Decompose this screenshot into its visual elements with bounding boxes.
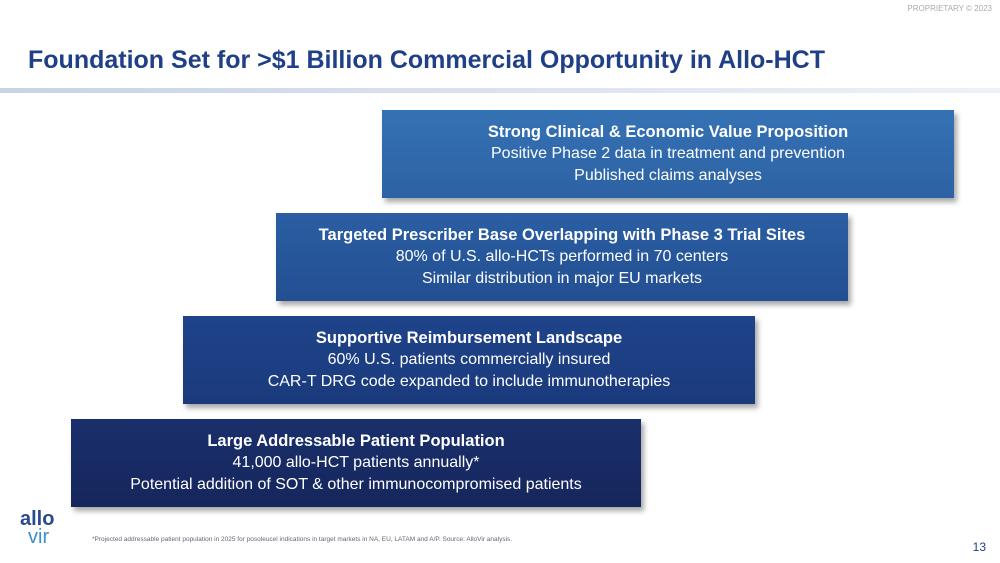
block-line: Published claims analyses xyxy=(574,167,762,184)
slide-title: Foundation Set for >$1 Billion Commercia… xyxy=(28,46,826,74)
block: Large Addressable Patient Population 41,… xyxy=(71,419,641,507)
logo-bottom: vir xyxy=(28,526,50,548)
logo: allo vir xyxy=(20,508,55,548)
block-line: 80% of U.S. allo-HCTs performed in 70 ce… xyxy=(395,248,729,265)
logo-top: allo xyxy=(20,508,55,530)
block-line: 60% U.S. patients commercially insured xyxy=(327,351,611,368)
block: Targeted Prescriber Base Overlapping wit… xyxy=(276,213,848,301)
block: Strong Clinical & Economic Value Proposi… xyxy=(382,110,954,198)
title-rule xyxy=(0,88,1000,93)
block: Supportive Reimbursement Landscape 60% U… xyxy=(183,316,755,404)
block-title: Strong Clinical & Economic Value Proposi… xyxy=(487,123,849,141)
page-number: 13 xyxy=(972,540,986,554)
block-line: 41,000 allo-HCT patients annually* xyxy=(232,454,480,471)
block-title: Targeted Prescriber Base Overlapping wit… xyxy=(318,226,806,244)
block-line: Potential addition of SOT & other immuno… xyxy=(130,476,582,493)
block-title: Supportive Reimbursement Landscape xyxy=(315,329,623,347)
footnote: *Projected addressable patient populatio… xyxy=(92,536,513,543)
block-line: Similar distribution in major EU markets xyxy=(421,270,703,287)
block-line: Positive Phase 2 data in treatment and p… xyxy=(491,145,845,162)
proprietary: PROPRIETARY © 2023 xyxy=(907,4,992,13)
block-title: Large Addressable Patient Population xyxy=(207,432,505,450)
block-line: CAR-T DRG code expanded to include immun… xyxy=(267,373,671,390)
